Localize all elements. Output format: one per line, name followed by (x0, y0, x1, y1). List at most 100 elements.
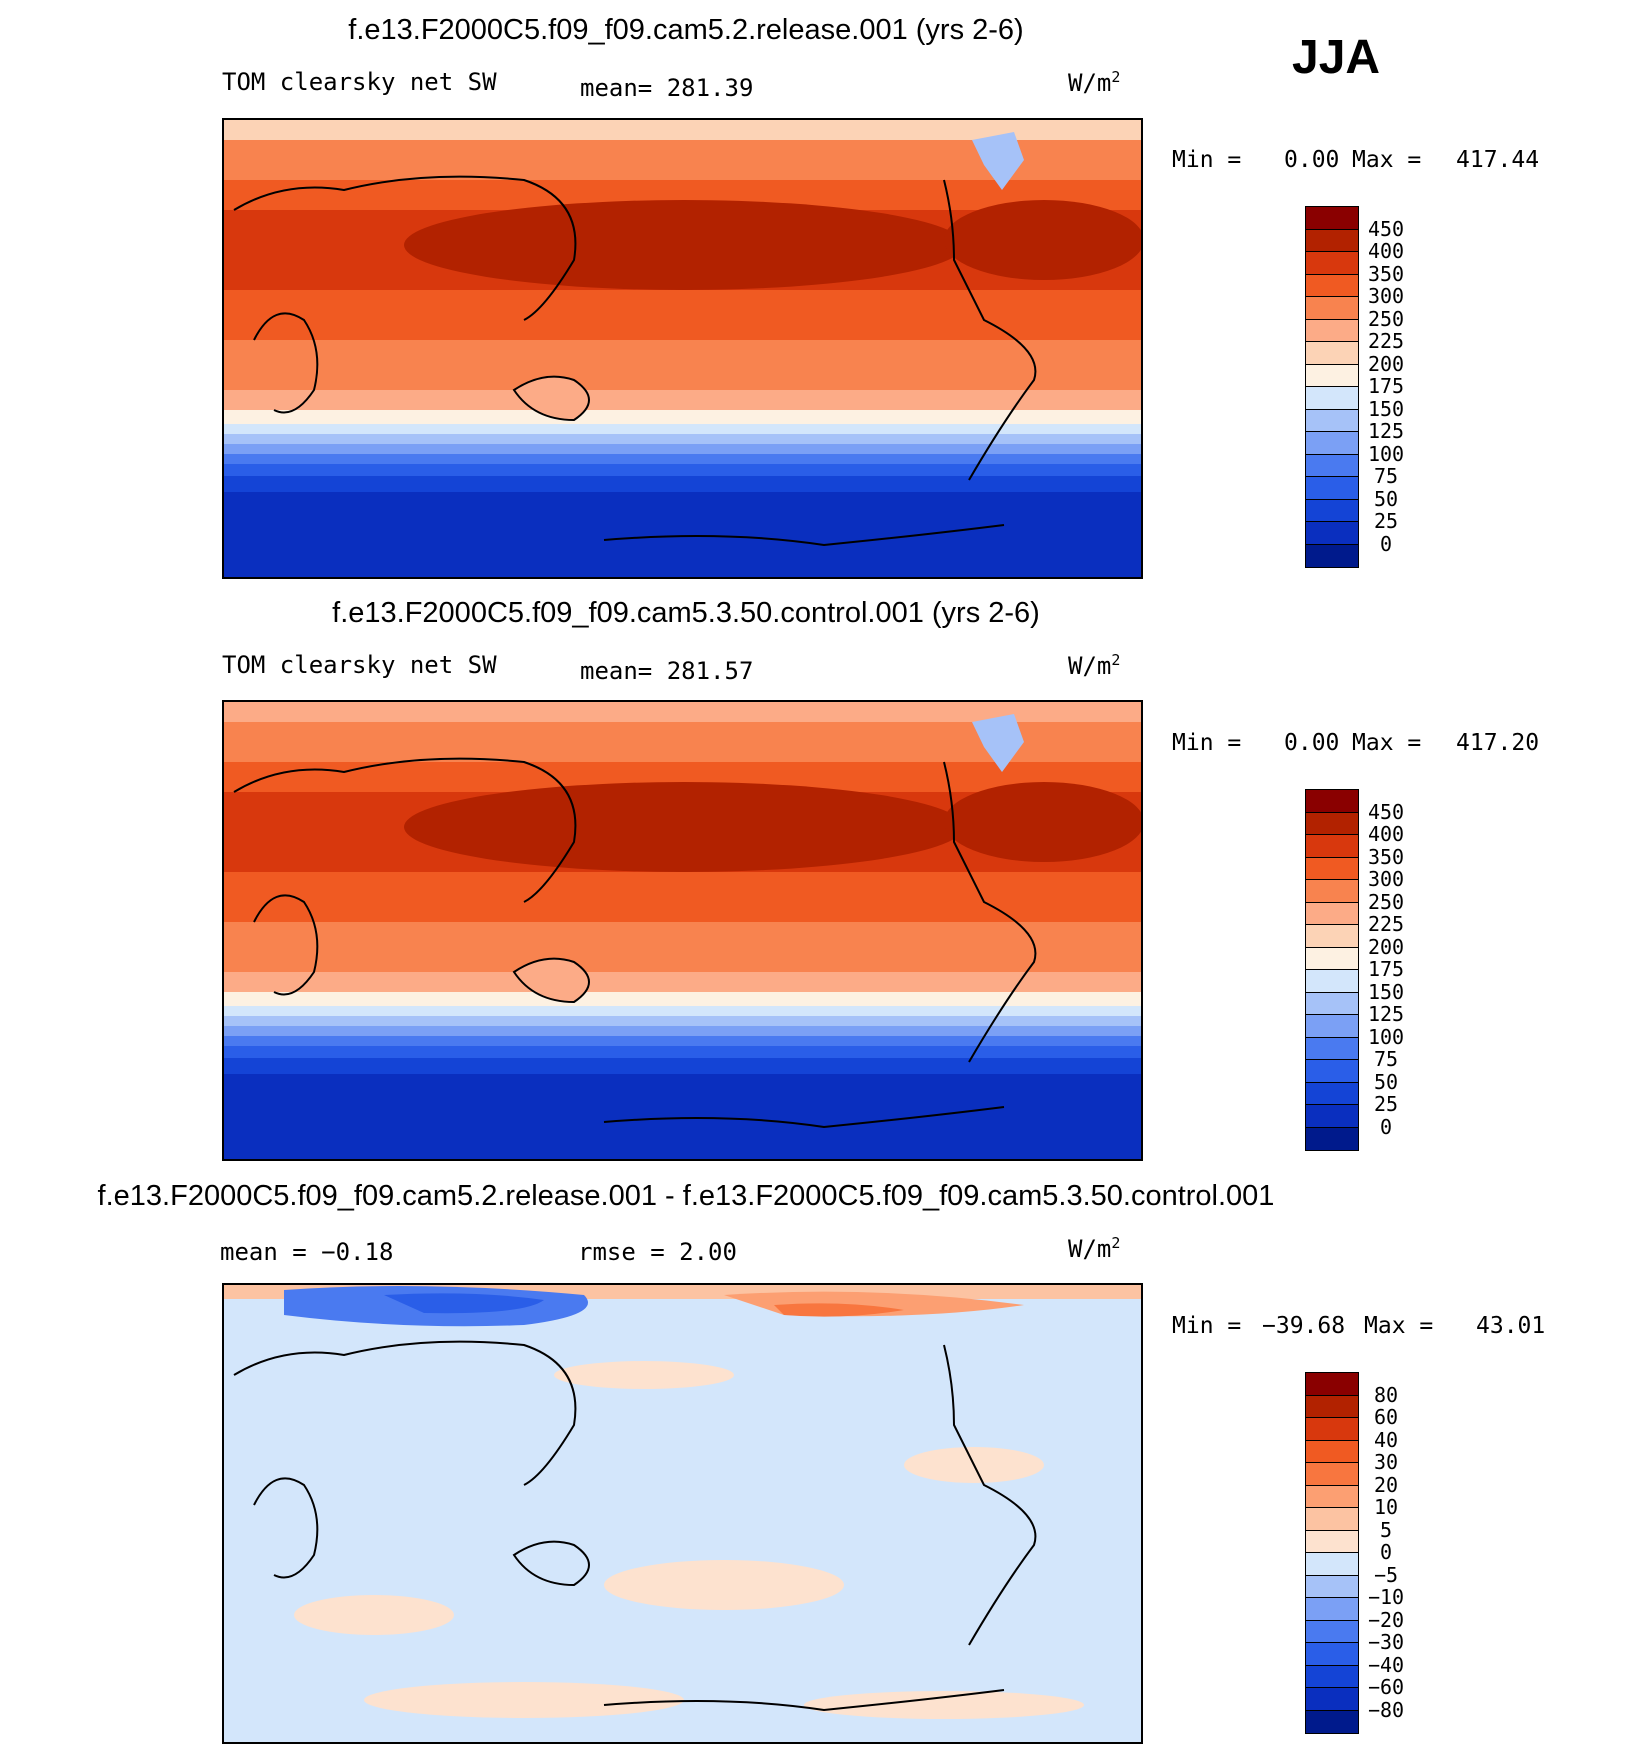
colorbar-swatch (1306, 274, 1358, 297)
colorbar-swatch (1306, 1440, 1358, 1463)
panel-3-min-label: Min = (1172, 1313, 1242, 1339)
panel-3-rmse-label: rmse = 2.00 (578, 1238, 737, 1266)
colorbar-tick-label: 0 (1379, 531, 1393, 556)
colorbar-swatch (1306, 1105, 1358, 1128)
panel-2-units: W/m2 (1068, 651, 1121, 680)
colorbar-tick-label: 25 (1373, 1092, 1399, 1116)
colorbar-tick-label: 40 (1373, 1427, 1399, 1452)
colorbar-tick-label: 400 (1367, 239, 1405, 263)
colorbar-swatch (1306, 1395, 1358, 1418)
colorbar-tick-label: −30 (1367, 1630, 1405, 1654)
colorbar-tick-label: 30 (1373, 1450, 1399, 1474)
colorbar-tick-label: 450 (1367, 216, 1405, 241)
colorbar-tick-label: 80 (1373, 1382, 1399, 1407)
colorbar-tick-label: 175 (1367, 957, 1405, 981)
panel-1-map (222, 118, 1143, 579)
colorbar-swatch (1306, 857, 1358, 880)
panel-1-min-label: Min = (1172, 147, 1242, 173)
colorbar-swatch (1306, 1037, 1358, 1060)
colorbar-swatch (1306, 1418, 1358, 1441)
panel-2-mean-label: mean= 281.57 (580, 657, 754, 685)
colorbar-swatch (1306, 252, 1358, 275)
panel-3-units: W/m2 (1068, 1234, 1121, 1263)
colorbar-swatch (1306, 1485, 1358, 1508)
colorbar-tick-label: 175 (1367, 374, 1405, 398)
colorbar-swatch (1306, 297, 1358, 320)
colorbar-swatch (1306, 477, 1358, 500)
colorbar-swatch (1306, 522, 1358, 545)
colorbar-tick-label: 20 (1373, 1472, 1399, 1497)
colorbar-swatch (1306, 1688, 1358, 1711)
colorbar-tick-label: 350 (1367, 844, 1405, 869)
colorbar-swatch (1306, 1575, 1358, 1598)
colorbar-swatch (1306, 387, 1358, 410)
colorbar-tick-label: 300 (1367, 284, 1405, 308)
colorbar-swatch (1306, 1373, 1358, 1396)
panel-3-map-svg (224, 1285, 1141, 1742)
colorbar-tick-label: 0 (1379, 1114, 1393, 1139)
colorbar-tick-label: 200 (1367, 351, 1405, 376)
panel-1-title: f.e13.F2000C5.f09_f09.cam5.2.release.001… (348, 14, 1024, 46)
colorbar-swatch (1306, 1463, 1358, 1486)
panel-2-max-value: 417.20 (1456, 730, 1540, 756)
colorbar-swatch (1306, 454, 1358, 477)
colorbar-swatch (1306, 1060, 1358, 1083)
colorbar-tick-label: 200 (1367, 934, 1405, 959)
colorbar-swatch (1306, 364, 1358, 387)
colorbar-swatch (1306, 992, 1358, 1015)
colorbar-swatch (1306, 902, 1358, 925)
colorbar-tick-label: 150 (1367, 396, 1405, 421)
panel-2-max-label: Max = (1352, 730, 1422, 756)
colorbar-swatch (1306, 1710, 1358, 1733)
colorbar-swatch (1306, 947, 1358, 970)
colorbar-tick-label: 400 (1367, 822, 1405, 846)
colorbar-tick-label: −60 (1367, 1675, 1405, 1699)
colorbar-tick-label: 100 (1367, 441, 1405, 466)
panel-2-title: f.e13.F2000C5.f09_f09.cam5.3.50.control.… (332, 597, 1040, 629)
colorbar-tick-label: 225 (1367, 329, 1405, 353)
panel-2-min-label: Min = (1172, 730, 1242, 756)
colorbar-swatch (1306, 1015, 1358, 1038)
colorbar-swatch (1306, 409, 1358, 432)
panel-1-max-label: Max = (1352, 147, 1422, 173)
season-label: JJA (1292, 31, 1381, 84)
colorbar-swatch (1306, 880, 1358, 903)
colorbar-swatch (1306, 1530, 1358, 1553)
panel-3-colorbar (1305, 1372, 1359, 1734)
panel-1-max-value: 417.44 (1456, 147, 1540, 173)
colorbar-tick-label: 60 (1373, 1405, 1399, 1429)
panel-1-units: W/m2 (1068, 68, 1121, 97)
colorbar-swatch (1306, 1665, 1358, 1688)
colorbar-tick-label: 125 (1367, 1002, 1405, 1026)
colorbar-tick-label: 75 (1373, 1047, 1399, 1071)
panel-1-map-svg (224, 120, 1141, 577)
colorbar-tick-label: −5 (1373, 1562, 1399, 1587)
colorbar-swatch (1306, 812, 1358, 835)
colorbar-tick-label: −10 (1367, 1585, 1405, 1609)
colorbar-swatch (1306, 499, 1358, 522)
colorbar-tick-label: 0 (1379, 1540, 1393, 1564)
colorbar-swatch (1306, 1643, 1358, 1666)
panel-2-colorbar (1305, 789, 1359, 1151)
colorbar-swatch (1306, 319, 1358, 342)
colorbar-tick-label: 300 (1367, 867, 1405, 891)
panel-3-map (222, 1283, 1143, 1744)
colorbar-swatch (1306, 790, 1358, 813)
colorbar-tick-label: 450 (1367, 799, 1405, 824)
colorbar-swatch (1306, 342, 1358, 365)
colorbar-tick-label: 150 (1367, 979, 1405, 1004)
panel-2-map (222, 700, 1143, 1161)
colorbar-swatch (1306, 970, 1358, 993)
colorbar-swatch (1306, 544, 1358, 567)
colorbar-tick-label: 50 (1373, 1069, 1399, 1094)
colorbar-tick-label: 5 (1379, 1517, 1393, 1542)
colorbar-swatch (1306, 229, 1358, 252)
colorbar-tick-label: 100 (1367, 1024, 1405, 1049)
colorbar-swatch (1306, 207, 1358, 230)
colorbar-tick-label: 350 (1367, 261, 1405, 286)
panel-1-mean-label: mean= 281.39 (580, 74, 754, 102)
colorbar-tick-label: −40 (1367, 1652, 1405, 1677)
colorbar-tick-label: 125 (1367, 419, 1405, 443)
colorbar-swatch (1306, 1620, 1358, 1643)
colorbar-tick-label: 225 (1367, 912, 1405, 936)
